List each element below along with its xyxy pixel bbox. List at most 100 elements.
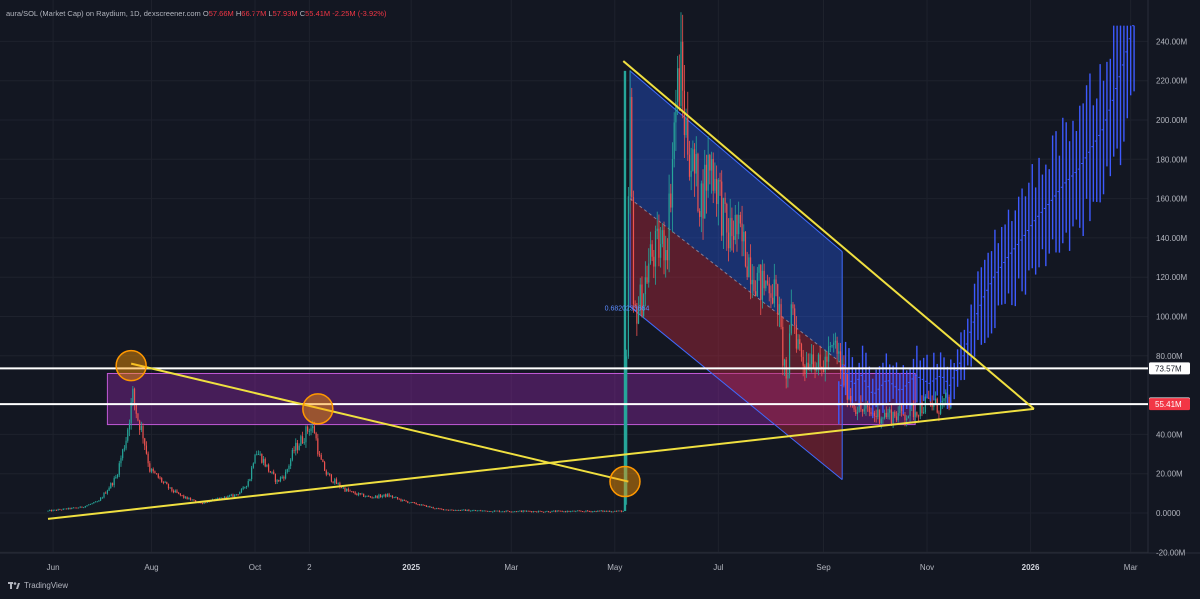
candle-body: [152, 468, 154, 472]
candle-body: [427, 506, 429, 508]
candle-body: [225, 496, 227, 499]
candle-body: [887, 412, 889, 418]
candle-body: [592, 511, 594, 513]
candle-body: [846, 373, 848, 400]
candle-body: [91, 503, 93, 505]
x-tick-label: 2026: [1022, 563, 1040, 572]
candle-body: [548, 511, 550, 513]
candle-body: [534, 511, 536, 512]
candle-body: [928, 397, 930, 399]
candle-body: [305, 426, 307, 443]
candle-body: [66, 508, 68, 510]
candle-body: [836, 340, 838, 354]
candle-body: [520, 510, 523, 512]
candle-body: [945, 392, 947, 399]
y-tick-label: 240.00M: [1156, 37, 1187, 46]
candle-body: [415, 502, 417, 505]
candle-body: [556, 510, 558, 512]
candle-body: [93, 502, 95, 504]
candle-body: [714, 179, 716, 191]
candle-body: [632, 197, 635, 304]
candle-body: [475, 510, 477, 512]
candle-body: [442, 508, 445, 511]
candle-body: [383, 494, 385, 496]
candle-body: [868, 406, 870, 413]
candle-body: [768, 283, 770, 294]
candle-body: [223, 496, 226, 499]
candle-body: [273, 471, 275, 474]
candle-body: [578, 510, 580, 512]
candle-body: [716, 179, 718, 205]
candle-body: [340, 486, 343, 488]
candle-body: [52, 509, 54, 512]
candle-body: [354, 492, 356, 495]
candle-body: [76, 507, 78, 509]
candle-body: [386, 494, 388, 497]
candle-body: [203, 502, 205, 504]
tradingview-brand: TradingView: [8, 581, 68, 590]
candle-body: [629, 97, 631, 197]
candle-body: [181, 495, 183, 496]
candle-body: [227, 496, 229, 499]
candle-body: [488, 511, 490, 512]
candle-body: [444, 509, 446, 511]
y-tick-label: 20.00M: [1156, 470, 1183, 479]
candle-body: [743, 231, 745, 242]
candle-body: [147, 453, 149, 464]
candle-body: [149, 463, 151, 472]
candle-body: [541, 511, 543, 512]
candle-body: [731, 217, 733, 237]
x-axis: Jun Aug Oct 2 2025 Mar May Jul Sep Nov 2026 Mar: [47, 563, 1138, 572]
candle-body: [637, 309, 640, 324]
candle-body: [877, 409, 879, 417]
range-zone: [106, 372, 916, 426]
candle-body: [885, 412, 887, 418]
candle-body: [746, 266, 748, 278]
pivot-circles: [115, 349, 641, 498]
candle-body: [188, 498, 190, 500]
candle-body: [828, 346, 830, 362]
candle-body: [164, 482, 166, 483]
candle-body: [537, 510, 540, 513]
candle-body: [179, 493, 181, 496]
candle-body: [839, 351, 842, 371]
candle-body: [690, 170, 692, 177]
candle-body: [57, 509, 59, 511]
x-tick-label: Mar: [504, 563, 518, 572]
candle-body: [72, 507, 75, 509]
candle-body: [172, 490, 175, 493]
candle-body: [257, 454, 260, 456]
candle-body: [317, 438, 319, 455]
candle-body: [834, 340, 837, 343]
candle-body: [249, 479, 251, 482]
candle-body: [665, 250, 667, 261]
candle-body: [324, 462, 326, 471]
candle-body: [729, 217, 731, 249]
candle-body: [352, 491, 355, 493]
candle-body: [710, 158, 713, 171]
candle-body: [721, 181, 723, 236]
candle-body: [855, 409, 857, 414]
candle-body: [660, 243, 662, 258]
candle-body: [486, 510, 489, 512]
candle-body: [609, 510, 611, 512]
candle-body: [553, 510, 555, 512]
candle-body: [247, 481, 249, 486]
candle-body: [271, 471, 273, 473]
candle-body: [500, 511, 502, 513]
candle-body: [875, 415, 877, 417]
candle-body: [49, 510, 51, 511]
candle-body: [639, 284, 641, 310]
candle-body: [607, 510, 609, 512]
candle-body: [286, 469, 288, 472]
candle-body: [140, 425, 142, 430]
candle-body: [790, 304, 792, 334]
candle-body: [680, 41, 682, 106]
fib-level-label: 0.6820233664: [605, 306, 650, 313]
open-value: 57.66M: [208, 9, 234, 18]
candle-body: [685, 117, 687, 136]
trendline: [622, 60, 1035, 410]
candle-body: [649, 244, 652, 264]
